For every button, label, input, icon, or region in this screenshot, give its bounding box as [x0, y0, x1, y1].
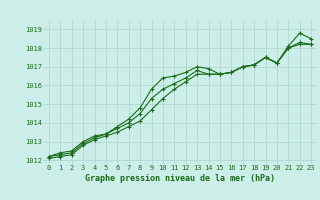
X-axis label: Graphe pression niveau de la mer (hPa): Graphe pression niveau de la mer (hPa)	[85, 174, 275, 183]
